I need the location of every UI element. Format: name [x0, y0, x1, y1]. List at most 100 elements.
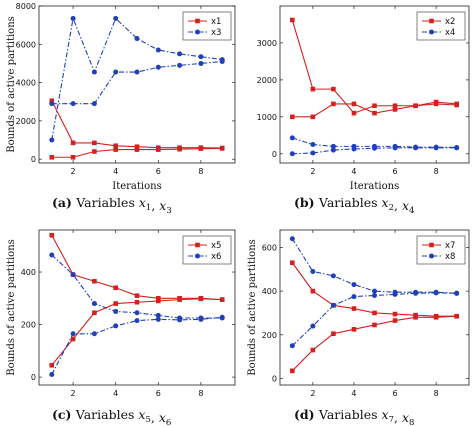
series-line-x8	[291, 238, 457, 294]
legend-label-x7: x7	[445, 241, 455, 251]
caption-var: x	[159, 198, 166, 213]
y-tick-label: 600	[262, 243, 277, 252]
point-x3	[177, 62, 183, 68]
y-axis-label: Bounds of active partitions	[247, 239, 258, 376]
y-tick-label: 200	[262, 331, 277, 340]
caption-text: ,	[394, 198, 402, 213]
series-line-x3	[51, 16, 223, 141]
caption-subscript: 4	[409, 206, 414, 216]
y-tick-label: 6000	[16, 40, 36, 49]
point-x4	[351, 146, 357, 152]
y-tick-label: 400	[262, 287, 277, 296]
series-line-x4	[292, 137, 457, 149]
series-line-x1	[51, 100, 223, 149]
point-x3	[49, 137, 55, 143]
point-x5	[113, 301, 118, 306]
x-axis-label: Iterations	[350, 181, 399, 192]
point-x5	[113, 285, 118, 291]
point-x6	[155, 312, 161, 318]
caption-var: x	[159, 410, 166, 425]
point-x7	[372, 322, 377, 328]
point-x6	[70, 331, 76, 337]
caption-subscript: 6	[166, 418, 171, 427]
point-x1	[156, 147, 161, 152]
point-x6	[198, 316, 204, 322]
point-x6	[49, 252, 55, 258]
caption-text: ariables	[84, 407, 135, 422]
x-tick-label: 2	[310, 167, 315, 176]
point-x1	[92, 149, 97, 154]
legend-marker-x5	[195, 242, 200, 248]
point-x4	[392, 145, 398, 151]
point-x1	[113, 143, 118, 149]
y-tick-label: 4000	[16, 79, 36, 88]
point-x3	[134, 36, 140, 42]
x-tick-label: 4	[351, 167, 356, 176]
point-x1	[49, 98, 55, 104]
plot-frame	[38, 229, 236, 386]
point-x2	[331, 86, 336, 92]
point-x8	[372, 292, 377, 298]
x-tick-label: 8	[434, 389, 439, 398]
caption-label: (d)	[294, 407, 319, 422]
point-x8	[351, 282, 357, 288]
point-x5	[49, 362, 55, 368]
point-x4	[433, 145, 439, 151]
point-x7	[454, 313, 459, 319]
point-x6	[49, 371, 55, 377]
point-x6	[91, 331, 97, 337]
caption-var: x	[402, 198, 409, 213]
series-line-x6	[51, 316, 223, 375]
point-x7	[372, 310, 377, 316]
legend-marker-x2	[429, 18, 434, 24]
point-x1	[70, 154, 76, 160]
y-axis-label: Bounds of active partitions	[6, 239, 17, 376]
point-x2	[372, 110, 377, 116]
point-x1	[134, 144, 140, 150]
point-x5	[70, 336, 76, 342]
series-line-x3	[51, 60, 223, 105]
point-x2	[331, 101, 336, 107]
point-x5	[134, 293, 140, 298]
caption-label: (b)	[294, 195, 319, 210]
caption: (d) Variables x7, x8	[294, 407, 414, 427]
caption-label: (c)	[52, 407, 76, 422]
x-tick-label: 8	[198, 167, 203, 176]
caption-subscript: 3	[166, 206, 171, 216]
point-x2	[290, 17, 295, 23]
point-x8	[372, 288, 377, 294]
y-tick-label: 200	[21, 321, 36, 330]
x-tick-label: 4	[113, 389, 118, 398]
point-x6	[113, 308, 119, 314]
y-tick-label: 400	[21, 268, 36, 277]
x-tick-label: 6	[392, 389, 397, 398]
point-x4	[310, 142, 316, 148]
point-x5	[134, 299, 140, 305]
point-x1	[49, 154, 55, 160]
legend-label-x1: x1	[211, 17, 221, 27]
y-tick-label: 8000	[16, 2, 36, 11]
point-x6	[155, 316, 161, 322]
legend-marker-x8	[429, 253, 434, 259]
chart-d: 0 200 400 600 2 4 6 8 Bounds of active partition…	[247, 229, 470, 427]
legend-label-x4: x4	[445, 28, 455, 38]
point-x8	[289, 236, 295, 242]
point-x2	[290, 114, 295, 120]
point-x7	[290, 260, 295, 266]
plot-frame	[38, 5, 236, 164]
y-tick-label: 3000	[257, 39, 277, 48]
caption-var: x	[382, 195, 389, 210]
point-x7	[392, 318, 398, 323]
series-line-x6	[51, 254, 223, 319]
point-x4	[454, 145, 460, 151]
series-line-x5	[51, 298, 223, 366]
x-tick-label: 2	[71, 167, 76, 176]
point-x3	[70, 15, 76, 21]
point-x2	[351, 101, 357, 107]
legend-box	[182, 11, 232, 41]
legend-marker-x4	[429, 29, 434, 35]
point-x2	[392, 107, 398, 112]
legend-label-x2: x2	[445, 17, 455, 27]
